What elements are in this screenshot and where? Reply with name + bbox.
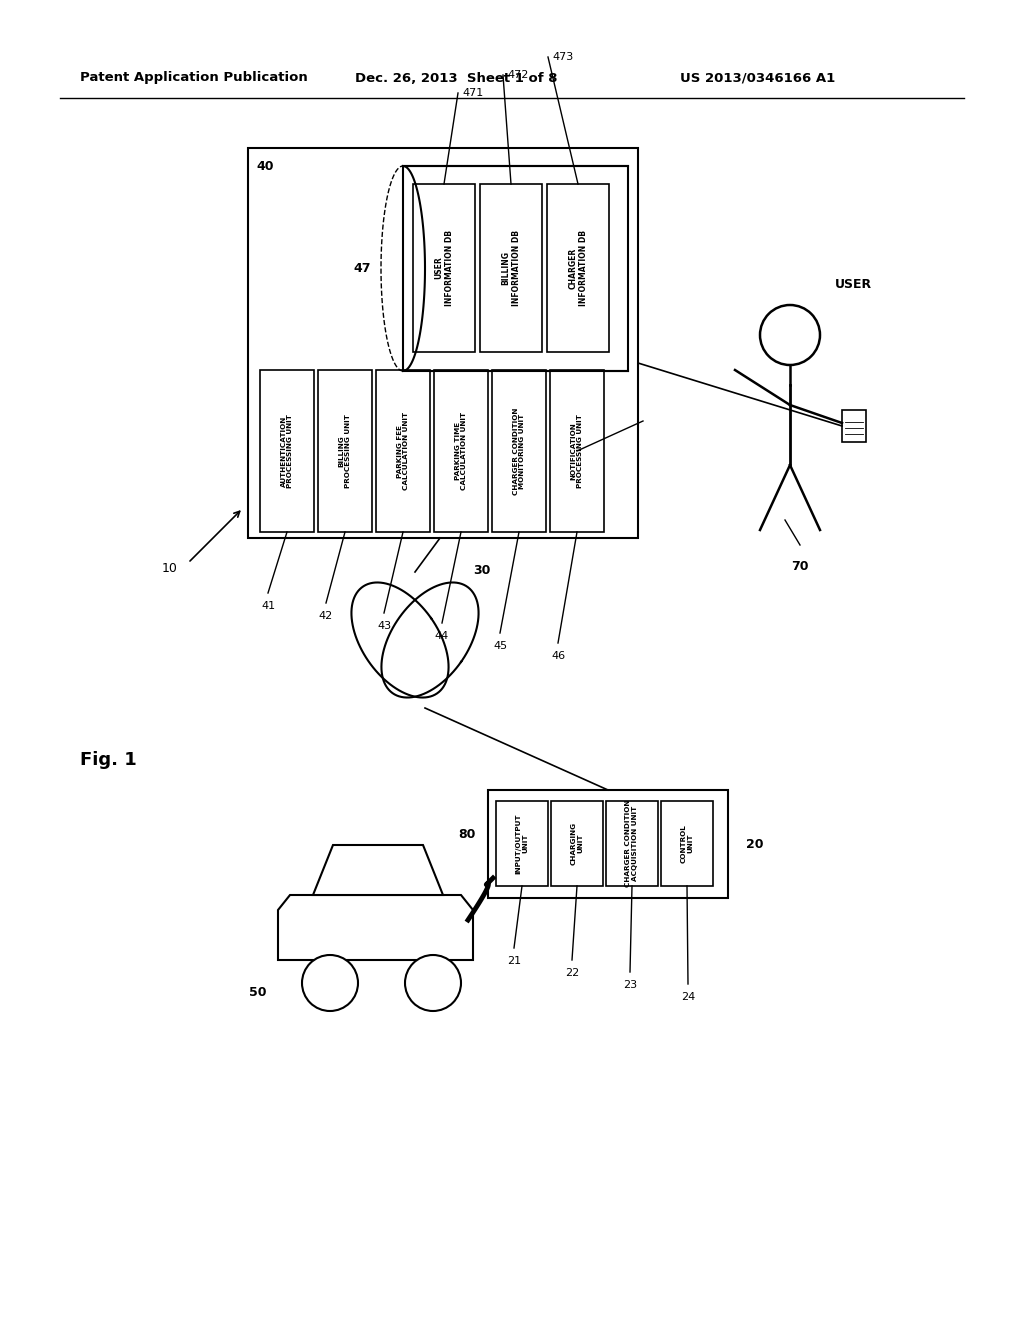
Text: Dec. 26, 2013  Sheet 1 of 8: Dec. 26, 2013 Sheet 1 of 8 xyxy=(355,71,557,84)
Bar xyxy=(842,411,866,442)
Text: Fig. 1: Fig. 1 xyxy=(80,751,137,770)
Text: 21: 21 xyxy=(507,956,521,966)
Text: 472: 472 xyxy=(507,70,528,81)
Bar xyxy=(318,370,372,532)
Text: CHARGER
INFORMATION DB: CHARGER INFORMATION DB xyxy=(568,230,588,306)
Text: 43: 43 xyxy=(377,620,391,631)
Circle shape xyxy=(760,305,820,366)
Text: 42: 42 xyxy=(318,611,333,620)
Bar xyxy=(248,148,638,539)
Text: 20: 20 xyxy=(746,837,764,850)
Text: NOTIFICATION
PROCESSING UNIT: NOTIFICATION PROCESSING UNIT xyxy=(570,414,584,488)
Text: 80: 80 xyxy=(458,829,475,842)
Text: USER: USER xyxy=(835,279,872,292)
Text: 24: 24 xyxy=(681,993,695,1002)
Text: INPUT/OUTPUT
UNIT: INPUT/OUTPUT UNIT xyxy=(515,813,528,874)
Bar xyxy=(413,183,475,352)
Text: AUTHENTICATION
PROCESSING UNIT: AUTHENTICATION PROCESSING UNIT xyxy=(281,414,294,488)
Text: 30: 30 xyxy=(473,564,490,577)
Text: USER
INFORMATION DB: USER INFORMATION DB xyxy=(434,230,454,306)
Text: CHARGER CONDITION
MONITORING UNIT: CHARGER CONDITION MONITORING UNIT xyxy=(512,408,525,495)
Text: CONTROL
UNIT: CONTROL UNIT xyxy=(681,824,693,863)
Text: BILLING
INFORMATION DB: BILLING INFORMATION DB xyxy=(502,230,520,306)
Text: 47: 47 xyxy=(353,261,371,275)
Bar xyxy=(492,370,546,532)
Text: 44: 44 xyxy=(435,631,450,642)
Polygon shape xyxy=(313,845,443,895)
Bar xyxy=(488,789,728,898)
Bar xyxy=(434,370,488,532)
Text: CHARGER CONDITION
ACQUISITION UNIT: CHARGER CONDITION ACQUISITION UNIT xyxy=(626,800,639,887)
Bar xyxy=(260,370,314,532)
Circle shape xyxy=(302,954,358,1011)
Text: 10: 10 xyxy=(162,561,178,574)
Bar xyxy=(662,801,713,886)
Bar xyxy=(550,370,604,532)
Bar xyxy=(496,801,548,886)
Text: 46: 46 xyxy=(551,651,565,661)
Text: Patent Application Publication: Patent Application Publication xyxy=(80,71,308,84)
Bar xyxy=(480,183,542,352)
Bar xyxy=(376,370,430,532)
Text: 50: 50 xyxy=(249,986,266,999)
Bar xyxy=(606,801,658,886)
Text: 70: 70 xyxy=(792,560,809,573)
Text: PARKING FEE
CALCULATION UNIT: PARKING FEE CALCULATION UNIT xyxy=(396,412,410,490)
Text: 41: 41 xyxy=(261,601,275,611)
Bar xyxy=(551,801,603,886)
Bar xyxy=(380,708,450,738)
Text: 40: 40 xyxy=(256,160,273,173)
Text: US 2013/0346166 A1: US 2013/0346166 A1 xyxy=(680,71,836,84)
Text: 45: 45 xyxy=(493,642,507,651)
Bar xyxy=(547,183,609,352)
Polygon shape xyxy=(278,895,473,960)
Bar xyxy=(403,166,628,371)
Text: 23: 23 xyxy=(623,979,637,990)
Text: 22: 22 xyxy=(565,968,580,978)
Text: BILLING
PROCESSING UNIT: BILLING PROCESSING UNIT xyxy=(339,414,351,488)
Text: 473: 473 xyxy=(552,51,573,62)
Text: CHARGING
UNIT: CHARGING UNIT xyxy=(570,822,584,865)
Text: PARKING TIME
CALCULATION UNIT: PARKING TIME CALCULATION UNIT xyxy=(455,412,468,490)
Circle shape xyxy=(406,954,461,1011)
Text: 471: 471 xyxy=(462,88,483,98)
